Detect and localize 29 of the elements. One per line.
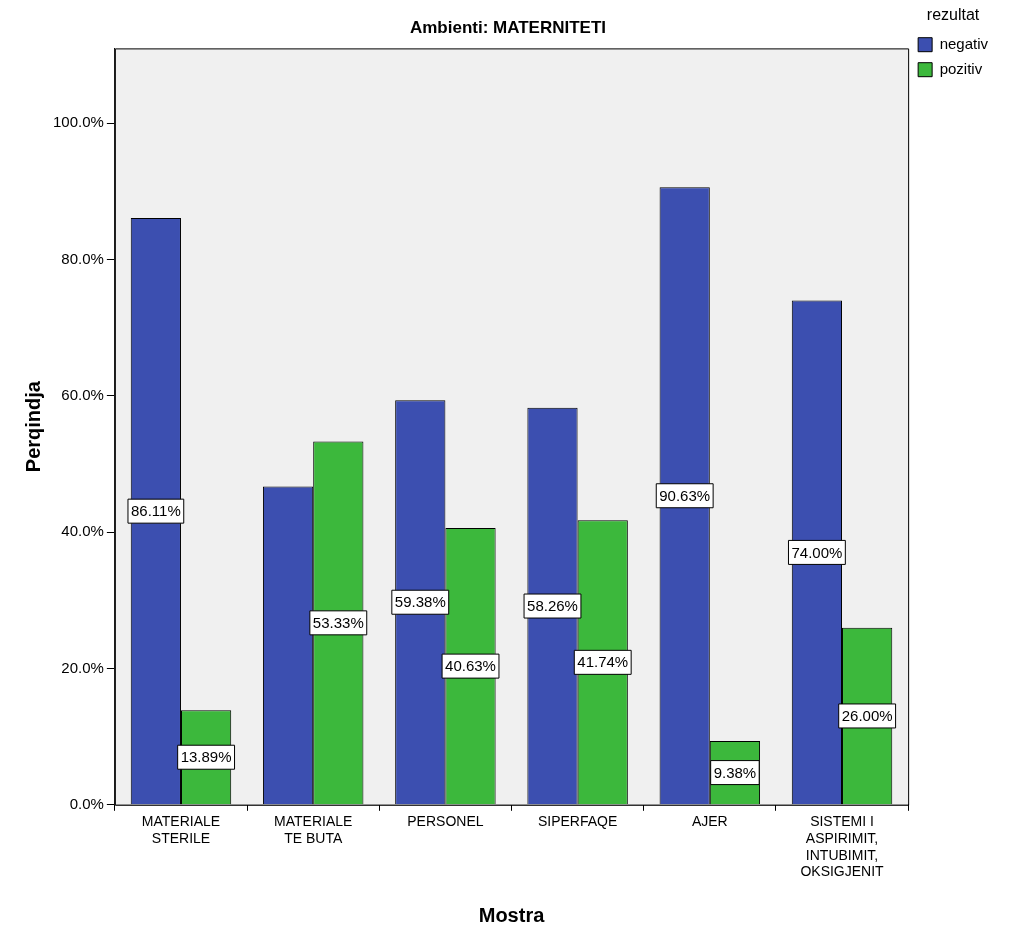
data-label: 53.33% [312,613,364,631]
data-label: 13.89% [180,748,232,766]
legend-label: pozitiv [939,59,983,77]
data-label: 40.63% [445,657,496,675]
y-tick-label: 80.0% [61,249,104,267]
y-tick-label: 0.0% [69,794,104,812]
x-tick-label: SISTEMI I ASPIRIMIT, INTUBIMIT, OKSIGJENIT [800,813,885,880]
data-label: 86.11% [130,502,181,520]
y-tick-label: 60.0% [61,386,104,404]
y-tick-label: 20.0% [61,658,104,676]
data-label: 90.63% [659,486,711,504]
data-label: 59.38% [394,593,446,611]
y-tick-label: 100.0% [53,113,104,131]
data-label: 58.26% [527,597,578,615]
data-label: 41.74% [577,653,629,671]
x-tick-label: MATERIALE TE BUTA [274,813,353,846]
legend-label: negativ [939,34,989,52]
x-tick-label: PERSONEL [407,813,484,830]
data-label: 74.00% [791,543,843,561]
data-label: 26.00% [841,707,893,725]
x-tick-label: MATERIALE STERILE [141,813,221,846]
data-label: 9.38% [713,763,757,781]
legend-title: rezultat [926,6,980,24]
chart-title: Ambienti: MATERNITETI [409,17,607,37]
x-tick-label: AJER [691,813,728,830]
x-tick-label: SIPERFAQE [537,813,618,830]
y-tick-label: 40.0% [61,522,104,540]
x-axis-title: Mostra [478,903,546,926]
y-axis-title: Perqindja [21,380,44,473]
